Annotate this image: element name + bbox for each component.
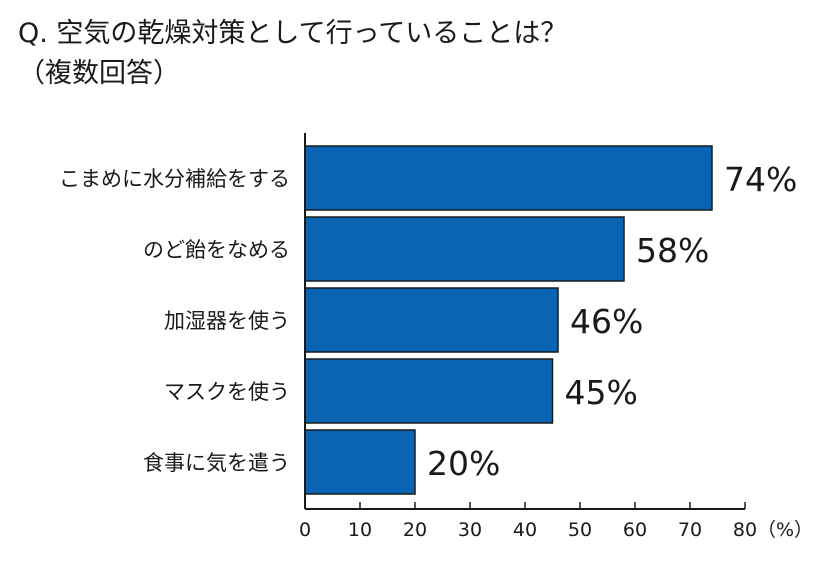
x-tick-label: 70 <box>678 519 702 541</box>
category-label: こまめに水分補給をする <box>59 167 290 191</box>
data-label: 74% <box>724 160 797 199</box>
bar <box>304 145 713 211</box>
data-label: 20% <box>427 444 500 483</box>
category-label: マスクを使う <box>164 380 290 404</box>
bar <box>304 429 416 495</box>
category-label: のど飴をなめる <box>143 238 290 262</box>
category-label: 食事に気を遣う <box>143 451 290 475</box>
x-axis-unit: （%） <box>757 519 813 541</box>
category-label: 加湿器を使う <box>164 309 290 333</box>
title-line-2: （複数回答） <box>18 58 180 89</box>
x-tick-label: 20 <box>403 519 427 541</box>
chart-title: Q. 空気の乾燥対策として行っていることは？ （複数回答） <box>18 14 567 94</box>
bar <box>304 358 554 424</box>
bar <box>304 287 559 353</box>
x-tick-label: 80 <box>733 519 757 541</box>
data-label: 45% <box>565 373 638 412</box>
x-tick-label: 60 <box>623 519 647 541</box>
data-label: 58% <box>636 231 709 270</box>
data-label: 46% <box>570 302 643 341</box>
bar <box>304 216 625 282</box>
x-tick-label: 0 <box>299 519 311 541</box>
x-tick-label: 10 <box>348 519 372 541</box>
x-tick-label: 50 <box>568 519 592 541</box>
x-tick-label: 30 <box>458 519 482 541</box>
title-line-1: Q. 空気の乾燥対策として行っていることは？ <box>18 18 568 49</box>
x-tick-label: 40 <box>513 519 537 541</box>
